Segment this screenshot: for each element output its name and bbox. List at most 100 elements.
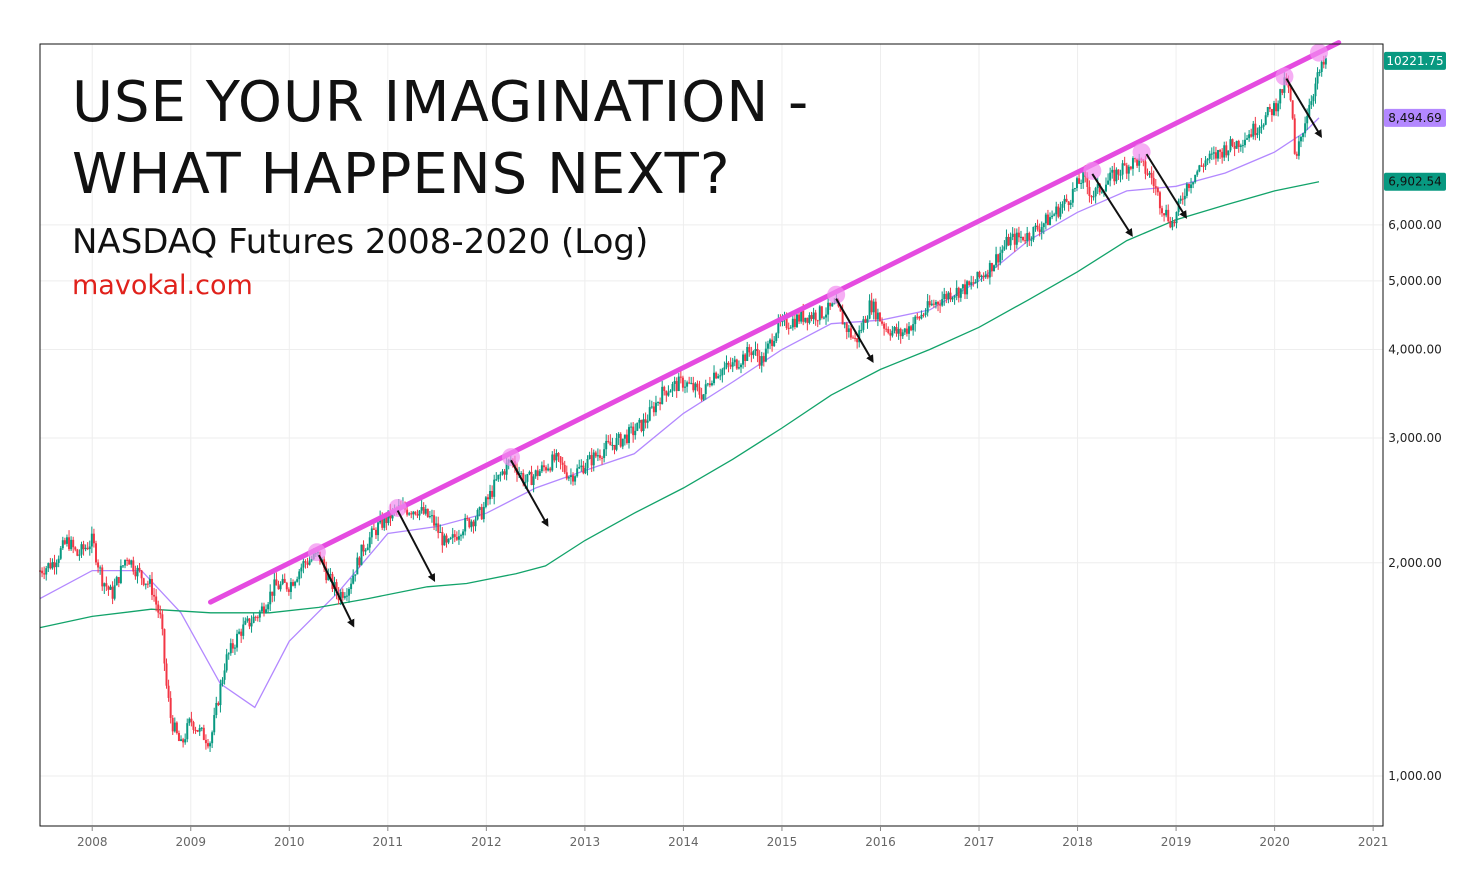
candle-body [109,586,112,590]
candle-body [437,523,440,533]
candle-body [532,476,535,485]
candle-body [136,567,139,577]
candle-body [173,722,176,732]
candle-body [827,302,830,315]
candle-body [984,274,987,278]
candle-body [534,470,537,477]
candle-body [360,544,363,566]
candle-body [530,471,533,485]
candle-body [945,293,948,300]
candle-body [644,419,647,423]
candle-body [628,427,631,444]
candle-body [642,419,645,432]
candle-body [845,323,848,332]
candle-body [343,596,346,598]
candle-body [387,510,390,524]
candle-body [769,339,772,344]
candle-body [327,574,330,581]
source-link[interactable]: mavokal.com [72,270,253,301]
candle-body [1163,213,1166,216]
candle-body [607,440,610,442]
candle-body [1260,126,1263,128]
candle-body [269,591,272,605]
candle-body [1169,221,1172,228]
candle-body [252,616,255,623]
candle-body [1221,151,1224,158]
candle-body [818,306,821,321]
candle-body [358,557,361,566]
candle-body [1082,171,1085,183]
x-tick-label: 2021 [1358,835,1389,849]
candle-body [820,306,823,318]
candle-body [700,394,703,400]
candle-body [625,434,628,444]
candle-body [499,474,502,476]
candle-body [561,462,564,465]
candle-body [229,643,232,654]
x-tick-label: 2013 [570,835,601,849]
candle-body [814,312,817,321]
candle-body [292,582,295,586]
candle-body [997,254,1000,263]
price-badge-label: 10221.75 [1386,54,1443,68]
candle-body [582,465,585,474]
candle-body [256,617,259,619]
candle-body [968,281,971,285]
candle-body [217,702,220,706]
candle-body [1026,233,1029,242]
candle-body [177,733,180,741]
candle-body [854,337,857,339]
candle-body [580,465,583,467]
candle-body [80,544,83,555]
candle-body [435,523,438,526]
candle-body [482,506,485,520]
touch-point-marker [1083,161,1102,180]
candle-body [1312,96,1315,102]
candle-body [1105,184,1108,192]
candle-body [1003,246,1006,250]
candle-body [843,323,846,325]
x-tick-label: 2014 [668,835,699,849]
candle-body [1200,165,1203,167]
candle-body [1040,227,1043,233]
candle-body [831,303,834,307]
touch-point-marker [501,448,520,467]
candle-body [1320,61,1323,73]
touch-point-marker [1275,67,1294,86]
candle-body [934,301,937,305]
candle-body [1231,139,1234,146]
candle-body [219,684,222,706]
candle-body [493,479,496,497]
candle-body [1073,188,1076,190]
candle-body [296,579,299,582]
candle-body [364,550,367,552]
candle-body [1273,103,1276,116]
candle-body [858,330,861,343]
candle-body [82,544,85,550]
touch-point-marker [1309,43,1328,62]
candle-body [717,376,720,379]
x-tick-label: 2012 [471,835,502,849]
candle-body [974,282,977,284]
candle-body [144,583,147,585]
candle-body [970,282,973,285]
candle-body [963,284,966,295]
candle-body [667,392,670,396]
candle-body [1009,236,1012,246]
candle-body [870,300,873,313]
candle-body [522,473,525,484]
candle-body [578,466,581,469]
candle-body [1061,203,1064,208]
candle-body [505,462,508,475]
candle-body [335,582,338,594]
candle-body [1067,201,1070,205]
candle-body [233,647,236,649]
candle-body [1065,198,1068,202]
candle-body [1223,145,1226,158]
candle-body [451,534,454,538]
candle-body [839,306,842,312]
candle-body [406,509,409,515]
candle-body [723,367,726,370]
candle-body [101,567,104,587]
candle-body [650,406,653,408]
